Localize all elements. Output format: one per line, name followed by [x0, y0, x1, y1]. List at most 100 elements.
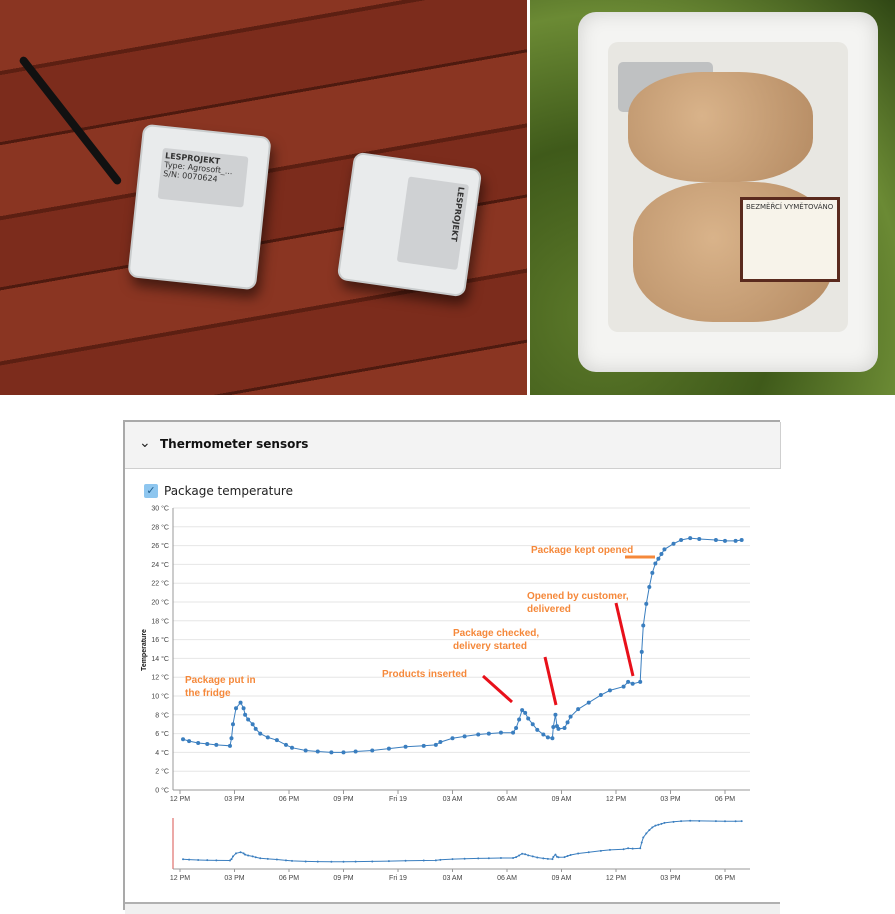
navigator-point	[512, 857, 515, 860]
data-point	[511, 730, 516, 735]
y-tick-label: 28 °C	[151, 523, 169, 531]
navigator-point	[680, 820, 683, 823]
series-points	[181, 536, 744, 755]
y-tick-label: 14 °C	[151, 655, 169, 663]
annotation-kept-opened: Package kept opened	[531, 545, 634, 556]
data-point	[541, 732, 546, 737]
navigator-point	[631, 847, 634, 850]
navigator-tick-label: 09 PM	[333, 875, 353, 882]
data-point	[647, 584, 652, 589]
navigator-point	[698, 819, 701, 822]
data-point	[733, 538, 738, 543]
x-tick-label: 06 PM	[279, 796, 299, 803]
navigator-point	[651, 826, 654, 829]
data-point	[227, 743, 232, 748]
checkbox-checked-icon[interactable]: ✓	[144, 484, 158, 498]
y-tick-label: 8 °C	[155, 711, 169, 719]
navigator-point	[387, 860, 390, 863]
navigator-point	[197, 859, 200, 861]
data-point	[523, 710, 528, 715]
data-point	[214, 742, 219, 747]
data-point	[598, 693, 603, 698]
product-label-text: BEZMĚŘCÍ VYMĚTOVÁNO	[746, 203, 834, 211]
navigator-point	[587, 851, 590, 854]
panel-header[interactable]: ⌄ Thermometer sensors	[125, 422, 781, 469]
x-tick-label: 12 PM	[606, 796, 626, 803]
navigator-point	[354, 860, 357, 863]
navigator-point	[524, 853, 527, 856]
y-tick-label: 16 °C	[151, 636, 169, 644]
navigator-point	[215, 859, 218, 862]
chevron-down-icon[interactable]: ⌄	[139, 435, 151, 451]
data-point	[476, 732, 481, 737]
data-point	[723, 538, 727, 543]
y-tick-label: 10 °C	[151, 693, 169, 701]
data-point	[229, 736, 234, 741]
data-point	[187, 739, 192, 744]
navigator-line[interactable]	[182, 820, 742, 863]
annotation-line: Package put in	[185, 675, 256, 686]
y-tick-label: 20 °C	[151, 599, 169, 607]
navigator-point	[521, 852, 524, 855]
navigator-point	[291, 859, 294, 862]
y-tick-label: 22 °C	[151, 580, 169, 588]
y-tick-label: 18 °C	[151, 617, 169, 625]
data-point	[653, 561, 658, 566]
navigator-point	[247, 854, 250, 857]
annotation-line: the fridge	[185, 688, 231, 699]
x-tick-label: 06 PM	[715, 796, 735, 803]
navigator-tick-label: 06 PM	[279, 875, 299, 882]
data-point	[265, 735, 270, 740]
navigator-point	[552, 855, 555, 858]
navigator-point	[206, 859, 209, 862]
x-axis: 12 PM 03 PM 06 PM 09 PM Fri 19 03 AM 06 AM 09 A…	[170, 790, 735, 803]
navigator-point	[304, 860, 307, 863]
data-point	[421, 743, 426, 748]
data-point	[486, 731, 491, 736]
y-tick-label: 24 °C	[151, 561, 169, 569]
navigator-point	[231, 855, 234, 858]
thermometer-panel: ⌄ Thermometer sensors ✓ Package temperat…	[123, 420, 781, 914]
data-point	[386, 746, 391, 751]
data-point	[639, 649, 644, 654]
data-point	[713, 537, 718, 542]
y-tick-label: 2 °C	[155, 768, 169, 776]
navigator-tick-label: 12 PM	[170, 875, 190, 882]
x-tick-label: 09 AM	[552, 796, 572, 803]
navigator-point	[660, 822, 663, 825]
navigator-point	[672, 820, 675, 823]
navigator-point	[531, 855, 534, 858]
navigator-point	[518, 854, 521, 857]
navigator-point	[477, 857, 480, 860]
navigator-point	[608, 848, 611, 851]
navigator-point	[627, 847, 630, 850]
navigator-tick-label: 03 PM	[224, 875, 244, 882]
data-point	[315, 749, 320, 754]
navigator-tick-label: 06 PM	[715, 875, 735, 882]
data-point	[238, 700, 243, 705]
navigator-point	[371, 860, 374, 863]
navigator-point	[434, 859, 437, 862]
legend-item[interactable]: ✓ Package temperature	[144, 484, 293, 498]
data-point	[556, 726, 561, 731]
annotation-opened: Opened by customer, delivered	[527, 590, 629, 616]
navigator-tick-label: 03 PM	[660, 875, 680, 882]
navigator-point	[554, 853, 557, 856]
data-point	[526, 716, 531, 721]
data-point	[403, 744, 408, 749]
navigator-point	[551, 858, 554, 861]
navigator-point	[546, 857, 549, 860]
navigator-point	[622, 848, 625, 851]
annotation-fridge: Package put in the fridge	[185, 674, 256, 700]
data-point	[562, 725, 567, 730]
y-tick-label: 26 °C	[151, 542, 169, 550]
navigator-point	[239, 851, 242, 854]
navigator-points	[182, 819, 743, 863]
navigator-point	[527, 854, 530, 857]
navigator-x-axis: 12 PM 03 PM 06 PM 09 PM Fri 19 03 AM 06 AM 09 A…	[170, 869, 735, 882]
product-label: BEZMĚŘCÍ VYMĚTOVÁNO	[740, 197, 840, 282]
y-axis-title: Temperature	[141, 629, 148, 671]
data-point	[638, 679, 643, 684]
navigator-point	[555, 855, 558, 858]
navigator-point	[515, 856, 518, 859]
